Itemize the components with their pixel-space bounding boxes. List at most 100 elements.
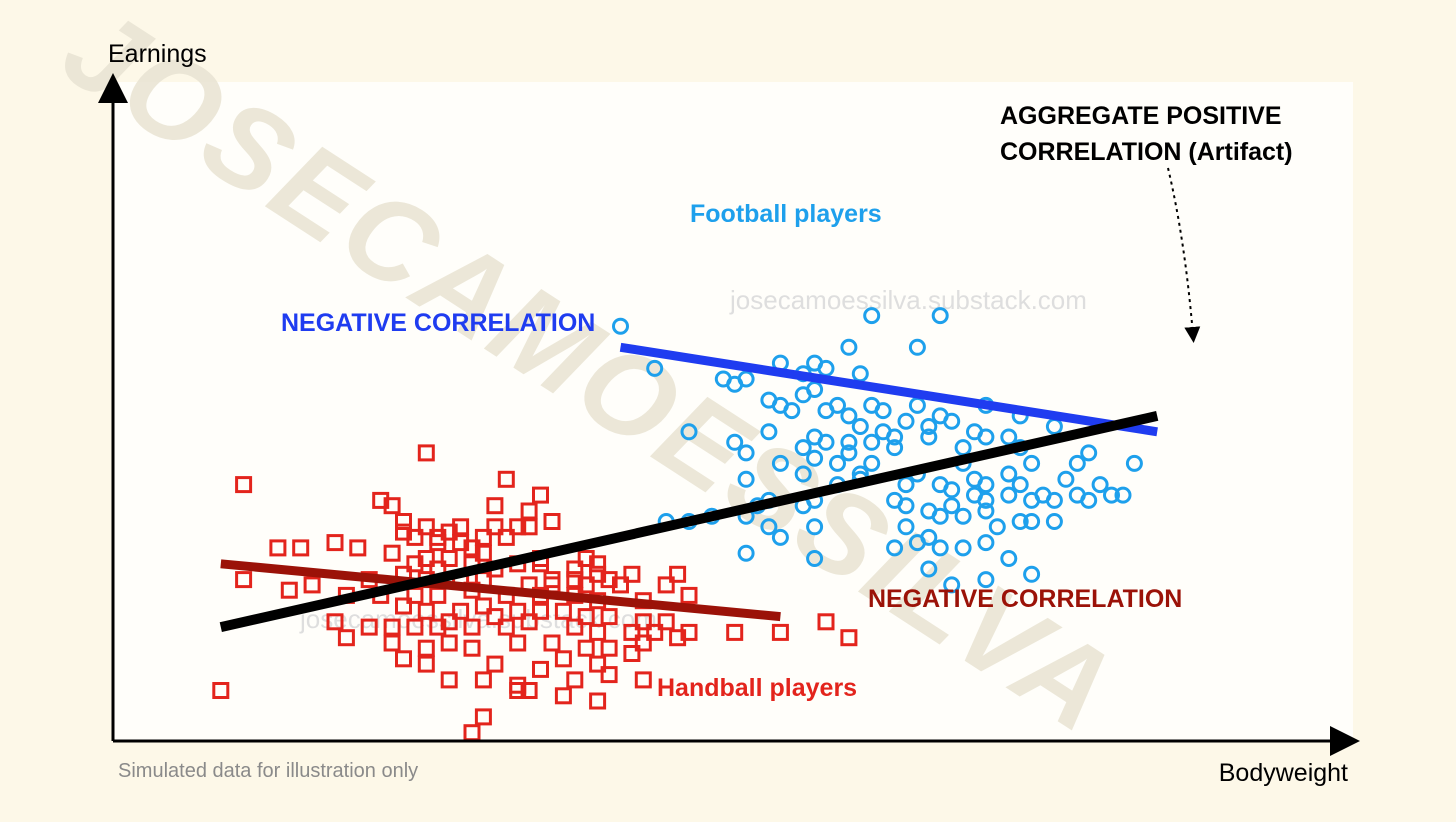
aggregate-pointer-arrow xyxy=(1167,167,1201,343)
handball-point-42 xyxy=(589,565,607,583)
negative-correlation-blue-label: NEGATIVE CORRELATION xyxy=(281,309,595,337)
handball-point-47 xyxy=(600,571,618,589)
football-point-88 xyxy=(897,497,915,515)
football-point-116 xyxy=(737,544,755,562)
handball-point-78 xyxy=(554,602,572,620)
plot-background xyxy=(113,82,1353,740)
football-point-115 xyxy=(1000,550,1018,567)
aggregate-label-line2: CORRELATION (Artifact) xyxy=(1000,138,1293,166)
handball-point-41 xyxy=(566,560,584,578)
football-point-89 xyxy=(943,497,961,515)
handball-point-115 xyxy=(623,645,641,662)
football-point-28 xyxy=(851,418,869,435)
football-point-38 xyxy=(977,428,995,446)
football-point-2 xyxy=(931,307,949,325)
football-point-120 xyxy=(977,571,995,589)
football-point-30 xyxy=(943,412,961,430)
handball-point-103 xyxy=(440,634,458,652)
football-point-3 xyxy=(840,338,858,356)
aggregate-trend-line xyxy=(219,411,1159,632)
football-point-37 xyxy=(886,428,904,446)
handball-point-11 xyxy=(452,518,470,536)
handball-point-91 xyxy=(429,618,447,636)
football-point-39 xyxy=(1000,428,1018,446)
handball-point-107 xyxy=(577,639,595,657)
football-point-114 xyxy=(954,539,972,557)
football-point-75 xyxy=(943,481,961,499)
handball-point-19 xyxy=(474,528,492,546)
football-point-111 xyxy=(771,528,789,546)
football-point-96 xyxy=(931,507,949,525)
football-point-113 xyxy=(886,539,904,557)
football-players-label: Football players xyxy=(690,200,882,228)
football-point-106 xyxy=(897,518,915,536)
football-point-49 xyxy=(886,439,904,457)
football-point-32 xyxy=(680,423,698,441)
handball-players-label: Handball players xyxy=(657,674,857,702)
football-point-43 xyxy=(840,433,858,451)
football-point-1 xyxy=(863,307,881,325)
handball-point-16 xyxy=(406,528,424,546)
handball-point-110 xyxy=(669,629,687,647)
handball-point-85 xyxy=(463,618,481,636)
handball-point-127 xyxy=(509,682,527,699)
football-point-27 xyxy=(897,412,915,430)
simulated-data-note: Simulated data for illustration only xyxy=(118,760,418,782)
handball-point-109 xyxy=(634,634,652,652)
handball-point-22 xyxy=(292,539,310,557)
football-point-110 xyxy=(977,534,995,552)
handball-point-113 xyxy=(554,650,572,668)
handball-point-5 xyxy=(383,497,401,515)
football-point-13 xyxy=(726,375,744,393)
handball-point-20 xyxy=(497,528,515,546)
football-point-48 xyxy=(840,444,858,462)
football-point-47 xyxy=(794,439,812,457)
handball-point-34 xyxy=(577,550,595,567)
football-trend-line xyxy=(619,342,1158,437)
handball-point-48 xyxy=(235,571,253,589)
handball-trend-line xyxy=(220,559,781,622)
football-point-118 xyxy=(920,560,938,578)
handball-point-131 xyxy=(474,708,492,726)
handball-point-72 xyxy=(395,597,412,615)
handball-point-23 xyxy=(326,534,344,552)
handball-point-97 xyxy=(680,623,698,641)
football-point-46 xyxy=(737,444,755,462)
handball-point-101 xyxy=(383,634,401,652)
handball-point-24 xyxy=(349,539,367,557)
handball-point-120 xyxy=(566,671,584,689)
football-point-121 xyxy=(943,576,961,594)
handball-point-112 xyxy=(817,613,835,631)
handball-point-73 xyxy=(417,602,435,620)
handball-point-26 xyxy=(452,534,470,552)
football-point-44 xyxy=(863,433,881,451)
football-point-53 xyxy=(771,454,789,472)
handball-point-4 xyxy=(372,491,390,509)
watermark-small-top: josecamoessilva.substack.com xyxy=(729,285,1087,315)
handball-point-93 xyxy=(566,618,584,636)
football-point-117 xyxy=(806,550,824,567)
handball-point-15 xyxy=(395,523,412,541)
football-point-22 xyxy=(783,402,801,420)
football-point-97 xyxy=(1011,513,1029,530)
football-point-4 xyxy=(908,338,926,356)
football-point-104 xyxy=(760,518,778,536)
football-point-99 xyxy=(1045,513,1063,530)
handball-point-44 xyxy=(669,565,687,583)
football-point-26 xyxy=(874,402,892,420)
handball-point-104 xyxy=(463,639,481,657)
handball-point-94 xyxy=(589,623,607,641)
handball-point-49 xyxy=(303,576,321,594)
handball-point-102 xyxy=(417,639,435,657)
football-point-74 xyxy=(1091,476,1109,494)
handball-point-121 xyxy=(600,666,618,684)
handball-point-89 xyxy=(383,618,401,636)
football-point-60 xyxy=(1125,454,1143,472)
handball-point-7 xyxy=(520,502,538,520)
handball-point-1 xyxy=(235,476,253,494)
football-point-54 xyxy=(806,449,824,467)
football-point-82 xyxy=(977,491,995,509)
football-point-91 xyxy=(1080,491,1098,509)
handball-point-27 xyxy=(463,539,481,557)
